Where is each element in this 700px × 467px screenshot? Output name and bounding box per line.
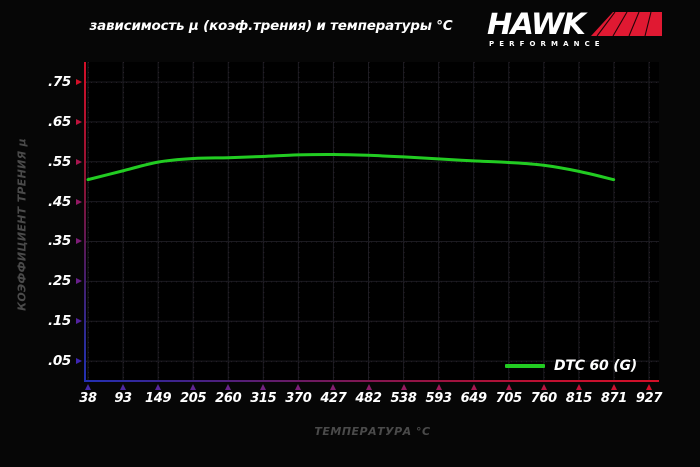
x-axis-tick: 260 — [205, 384, 251, 406]
y-axis-tick-arrow-icon — [76, 198, 82, 205]
x-axis-tick-arrow-icon — [260, 384, 267, 390]
y-axis-tick: .45 — [48, 193, 84, 211]
x-axis-tick-label: 149 — [145, 391, 172, 406]
plot-area — [86, 62, 659, 381]
x-axis-tick-arrow-icon — [505, 384, 512, 390]
x-axis-tick: 370 — [275, 384, 321, 406]
x-axis-tick: 593 — [416, 384, 462, 406]
x-axis-tick-label: 93 — [114, 391, 132, 406]
x-axis-tick-label: 593 — [425, 391, 453, 406]
hawk-wordmark-text: HAWK — [487, 7, 586, 41]
x-axis-line — [84, 380, 659, 382]
hawk-swoosh-icon — [591, 12, 662, 37]
hawk-logo: HAWK PERFORMANCE — [487, 10, 662, 50]
x-axis-tick-arrow-icon — [610, 384, 617, 390]
x-axis-tick: 705 — [486, 384, 532, 406]
y-axis-tick: .35 — [48, 232, 84, 250]
x-axis-tick: 538 — [381, 384, 427, 406]
y-axis-tick-label: .75 — [47, 73, 71, 90]
x-axis-tick-arrow-icon — [155, 384, 162, 390]
chart-title: зависимость µ (коэф.трения) и температур… — [89, 18, 453, 34]
y-axis-tick-label: .55 — [47, 153, 71, 170]
x-axis-tick-label: 927 — [635, 391, 663, 406]
x-axis-tick: 205 — [170, 384, 216, 406]
y-axis-title: КОЭФФИЦИЕНТ ТРЕНИЯ µ — [15, 138, 29, 311]
x-axis-tick-arrow-icon — [120, 384, 127, 390]
x-axis-tick: 927 — [626, 384, 672, 406]
x-axis-tick-arrow-icon — [225, 384, 232, 390]
x-axis-tick-arrow-icon — [646, 384, 652, 390]
x-axis-tick: 482 — [346, 384, 392, 406]
x-axis-tick-label: 538 — [390, 391, 417, 406]
y-axis-tick-arrow-icon — [76, 158, 82, 165]
x-axis-tick: 649 — [451, 384, 497, 406]
hawk-tagline-text: PERFORMANCE — [489, 40, 605, 48]
x-axis-tick-arrow-icon — [400, 384, 407, 390]
x-axis-tick-arrow-icon — [85, 384, 91, 390]
x-axis-tick-arrow-icon — [435, 384, 442, 390]
x-axis-tick-label: 205 — [180, 391, 207, 406]
x-axis-tick-arrow-icon — [575, 384, 582, 390]
x-axis-tick-label: 649 — [460, 391, 488, 406]
x-axis-tick-arrow-icon — [365, 384, 372, 390]
x-axis-tick: 427 — [310, 384, 356, 406]
y-axis-tick-label: .05 — [47, 353, 71, 370]
y-axis-tick: .05 — [48, 352, 84, 370]
y-axis-tick-labels: .75 .65 .55 .45 .35 .25 .15 .05 — [0, 0, 84, 467]
y-axis-tick-label: .35 — [47, 233, 71, 250]
x-axis-tick-label: 260 — [215, 391, 242, 406]
y-axis-tick-arrow-icon — [76, 358, 82, 365]
y-axis-tick: .75 — [48, 73, 84, 91]
x-axis-tick: 760 — [521, 384, 567, 406]
y-axis-tick: .25 — [48, 272, 84, 290]
x-axis-tick: 315 — [240, 384, 286, 406]
x-axis-tick-label: 760 — [530, 391, 558, 406]
y-axis-tick-arrow-icon — [76, 238, 82, 245]
chart-legend: DTC 60 (G) — [505, 358, 637, 374]
grid-lines — [86, 62, 659, 381]
x-axis-tick: 815 — [556, 384, 602, 406]
x-axis-tick-label: 370 — [285, 391, 312, 406]
x-axis-tick-label: 815 — [565, 391, 593, 406]
x-axis-tick-arrow-icon — [330, 384, 337, 390]
y-axis-tick-label: .45 — [47, 193, 71, 210]
y-axis-tick-label: .65 — [47, 113, 71, 130]
x-axis-title: ТЕМПЕРАТУРА °C — [314, 425, 431, 438]
x-axis-tick-label: 427 — [320, 391, 347, 406]
y-axis-tick-arrow-icon — [76, 118, 82, 125]
x-axis-tick-label: 871 — [600, 391, 628, 406]
x-axis-tick-arrow-icon — [295, 384, 302, 390]
y-axis-line — [84, 62, 86, 382]
y-axis-tick-arrow-icon — [76, 278, 82, 285]
x-axis-tick-label: 38 — [79, 391, 97, 406]
y-axis-tick-label: .25 — [47, 273, 71, 290]
x-axis-tick-arrow-icon — [190, 384, 197, 390]
x-axis-tick: 93 — [100, 384, 146, 406]
y-axis-tick-arrow-icon — [76, 78, 82, 85]
x-axis-tick: 149 — [135, 384, 181, 406]
legend-label-dtc60: DTC 60 (G) — [554, 358, 637, 374]
series-line-0 — [86, 152, 616, 182]
y-axis-tick-label: .15 — [47, 313, 71, 330]
y-axis-tick: .55 — [48, 153, 84, 171]
x-axis-tick: 38 — [65, 384, 111, 406]
x-axis-tick-arrow-icon — [470, 384, 477, 390]
y-axis-tick: .65 — [48, 113, 84, 131]
y-axis-tick-arrow-icon — [76, 318, 82, 325]
x-axis-tick-label: 482 — [355, 391, 382, 406]
legend-swatch-dtc60 — [505, 364, 545, 368]
x-axis-tick-label: 315 — [250, 391, 277, 406]
x-axis-tick-arrow-icon — [540, 384, 547, 390]
x-axis-tick: 871 — [591, 384, 637, 406]
data-series-layer — [86, 152, 616, 182]
x-axis-tick-label: 705 — [495, 391, 523, 406]
y-axis-tick: .15 — [48, 312, 84, 330]
x-axis-tick-labels: 38 93 149 205 260 315 370 427 482 538 593 649 705 760… — [0, 384, 700, 414]
